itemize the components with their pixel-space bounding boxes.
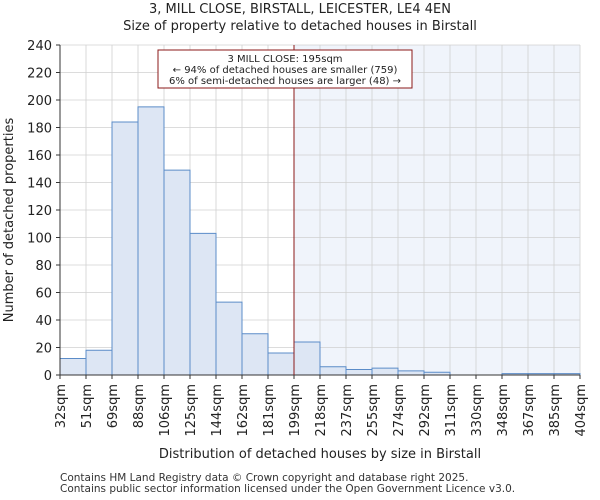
y-tick-label-120: 120 (27, 204, 52, 219)
x-tick-label-199sqm: 199sqm (288, 384, 303, 437)
x-tick-label-237sqm: 237sqm (340, 384, 355, 437)
bar-237sqm (345, 369, 373, 376)
x-tick-label-162sqm: 162sqm (236, 384, 251, 437)
bar-69sqm (111, 121, 139, 376)
y-tick-label-180: 180 (27, 122, 52, 137)
x-tick-label-125sqm: 125sqm (184, 384, 199, 437)
y-tick-label-40: 40 (35, 314, 52, 329)
x-tick-label-69sqm: 69sqm (106, 384, 121, 428)
y-tick-label-100: 100 (27, 232, 52, 247)
bar-106sqm (163, 169, 191, 376)
y-tick-label-200: 200 (27, 94, 52, 109)
y-tick-label-140: 140 (27, 177, 52, 192)
x-tick-label-274sqm: 274sqm (392, 384, 407, 437)
annotation-line-2: ← 94% of detached houses are smaller (75… (173, 65, 398, 76)
x-tick-label-367sqm: 367sqm (522, 384, 537, 437)
annotation-box (157, 49, 413, 89)
bar-218sqm (319, 366, 347, 376)
bar-274sqm (397, 370, 425, 376)
bar-181sqm (267, 352, 295, 376)
x-tick-label-255sqm: 255sqm (366, 384, 381, 437)
y-tick-label-160: 160 (27, 149, 52, 164)
x-tick-label-330sqm: 330sqm (470, 384, 485, 437)
x-tick-label-385sqm: 385sqm (548, 384, 563, 437)
x-tick-label-32sqm: 32sqm (54, 384, 69, 428)
x-tick-label-404sqm: 404sqm (574, 384, 589, 437)
y-tick-label-0: 0 (44, 369, 52, 384)
y-axis-title: Number of detached properties (2, 118, 17, 323)
bar-199sqm (293, 341, 321, 376)
bar-144sqm (215, 301, 243, 376)
annotation-line-3: 6% of semi-detached houses are larger (4… (169, 76, 401, 87)
bar-32sqm (59, 358, 87, 376)
chart-title: 3, MILL CLOSE, BIRSTALL, LEICESTER, LE4 … (149, 2, 451, 17)
x-tick-label-218sqm: 218sqm (314, 384, 329, 437)
bar-125sqm (189, 232, 217, 376)
annotation-line-1: 3 MILL CLOSE: 195sqm (227, 54, 342, 65)
x-tick-label-292sqm: 292sqm (418, 384, 433, 437)
x-tick-label-348sqm: 348sqm (496, 384, 511, 437)
x-tick-label-106sqm: 106sqm (158, 384, 173, 437)
y-tick-label-20: 20 (35, 342, 52, 357)
bar-255sqm (371, 367, 399, 376)
x-tick-label-144sqm: 144sqm (210, 384, 225, 437)
footer-line-1: Contains HM Land Registry data © Crown c… (60, 472, 469, 484)
y-tick-label-80: 80 (35, 259, 52, 274)
y-tick-label-240: 240 (27, 39, 52, 54)
x-axis-title: Distribution of detached houses by size … (159, 447, 481, 462)
bar-88sqm (137, 106, 165, 376)
x-tick-label-51sqm: 51sqm (80, 384, 95, 428)
x-tick-label-181sqm: 181sqm (262, 384, 277, 437)
x-tick-label-311sqm: 311sqm (444, 384, 459, 437)
x-tick-label-88sqm: 88sqm (132, 384, 147, 428)
footer-line-2: Contains public sector information licen… (60, 483, 516, 495)
y-tick-label-60: 60 (35, 287, 52, 302)
bar-51sqm (85, 349, 113, 376)
bar-162sqm (241, 333, 269, 376)
y-tick-label-220: 220 (27, 67, 52, 82)
chart-subtitle: Size of property relative to detached ho… (123, 19, 477, 34)
